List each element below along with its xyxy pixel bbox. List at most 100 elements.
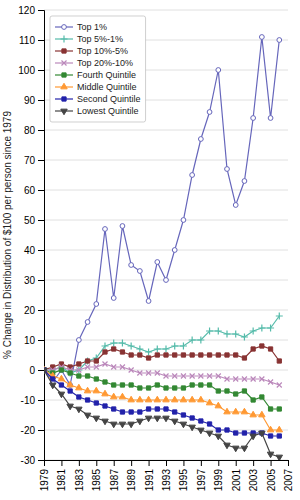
tick-mark [38,310,44,311]
marker [85,320,90,325]
tick-mark [149,460,150,466]
series [44,312,283,376]
tick: 30 [24,275,44,286]
tick-label: 2001 [231,469,242,492]
marker [207,374,212,379]
grid-line [44,160,288,161]
tick-label: 0 [29,365,35,376]
marker [154,396,160,402]
marker [216,353,220,357]
legend-marker [62,73,66,77]
chart: 1979198119831985198719891991199319951997… [0,0,300,500]
marker [120,365,125,370]
marker [51,377,55,381]
marker [103,350,107,354]
axis-line [38,11,45,461]
tick-label: 120 [18,5,35,16]
tick: 110 [19,35,44,46]
marker [84,387,90,393]
tick: 2003 [248,460,259,491]
line [44,370,279,457]
tick: 1999 [213,460,224,491]
marker [164,353,168,357]
tick: -30 [21,455,44,466]
marker [68,371,72,375]
tick-label: 90 [24,95,36,106]
marker [145,396,151,402]
marker [276,312,283,319]
tick-label: 2007 [283,469,294,492]
marker [190,383,194,387]
marker [112,407,116,411]
marker [155,371,160,376]
marker [199,353,203,357]
tick-label: 1989 [126,469,137,492]
legend-label: Top 5%-1% [77,34,123,44]
tick-mark [38,220,44,221]
series [44,368,281,411]
marker [242,377,247,382]
marker [102,390,108,396]
marker [77,395,81,399]
tick-mark [38,190,44,191]
marker [154,416,160,422]
tick-mark [236,460,237,466]
marker [138,410,142,414]
marker [94,377,98,381]
legend-item: Top 1% [55,22,107,32]
marker [216,68,221,73]
marker [215,327,222,334]
marker [146,407,150,411]
tick-label: -20 [21,425,36,436]
tick-mark [166,460,167,466]
grid-line [44,310,288,311]
tick-mark [253,460,254,466]
marker [206,327,213,334]
marker [67,369,74,376]
marker [119,339,126,346]
marker [146,356,150,360]
tick: 60 [24,185,44,196]
marker [180,422,186,428]
marker [234,353,238,357]
series [44,368,281,438]
marker [59,383,63,387]
legend-marker [62,97,66,101]
marker [136,345,143,352]
legend-label: Second Quintile [77,94,141,104]
marker [224,408,230,414]
tick-label: 10 [24,335,36,346]
marker [129,263,134,268]
marker [59,368,63,372]
legend: Top 1%Top 5%-1%Top 10%-5%Top 20%-10%Four… [50,16,146,122]
line [44,364,279,385]
marker [93,416,99,422]
marker [207,383,211,387]
marker [155,353,159,357]
marker [181,353,185,357]
marker [189,396,195,402]
marker [164,374,169,379]
x-axis: 1979198119831985198719891991199319951997… [39,460,294,491]
marker [233,377,238,382]
marker [277,359,281,363]
marker [216,374,221,379]
marker [224,443,230,449]
marker [173,353,177,357]
marker [250,434,256,440]
marker [112,347,116,351]
axis-line [45,461,289,467]
series [44,35,282,388]
tick-mark [38,280,44,281]
tick-mark [79,460,80,466]
marker [173,410,177,414]
marker [164,386,168,390]
marker [250,327,257,334]
marker [259,431,265,437]
tick-label: 1997 [196,469,207,492]
marker [103,362,108,367]
marker [225,167,230,172]
marker [181,413,185,417]
marker [111,296,116,301]
marker [138,353,142,357]
